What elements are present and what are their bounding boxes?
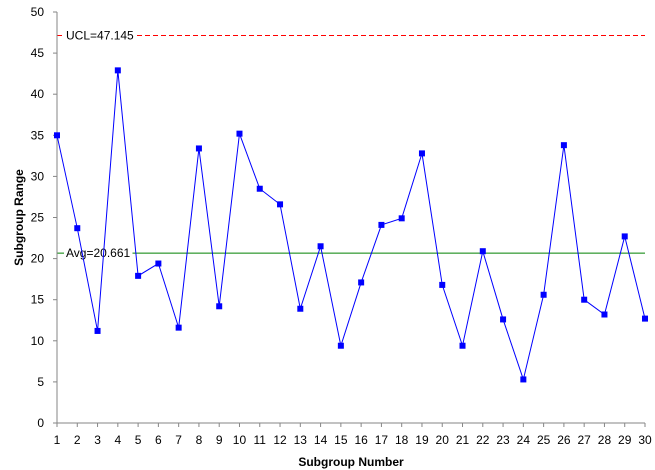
data-point xyxy=(155,260,162,267)
x-tick-label: 1 xyxy=(54,433,61,447)
x-tick-label: 6 xyxy=(155,433,162,447)
data-point xyxy=(560,142,567,149)
y-tick-label: 15 xyxy=(31,293,45,307)
x-tick-label: 16 xyxy=(354,433,368,447)
data-point xyxy=(94,327,101,334)
y-axis-ticks: 0 5 10 15 20 25 30 35 40 45 50 xyxy=(31,5,57,430)
data-point xyxy=(378,221,385,228)
x-tick-label: 9 xyxy=(216,433,223,447)
x-tick-label: 8 xyxy=(196,433,203,447)
y-tick-label: 5 xyxy=(37,375,44,389)
reference-lines: UCL=47.145 Avg=20.661 xyxy=(57,28,645,261)
y-tick-label: 25 xyxy=(31,211,45,225)
series-line xyxy=(56,70,646,382)
data-point xyxy=(195,145,202,152)
data-point xyxy=(418,150,425,157)
y-tick-label: 45 xyxy=(31,46,45,60)
y-tick-label: 30 xyxy=(31,169,45,183)
data-point xyxy=(601,311,608,318)
y-tick-label: 50 xyxy=(31,5,45,19)
x-tick-label: 19 xyxy=(415,433,429,447)
x-tick-label: 28 xyxy=(598,433,612,447)
data-point xyxy=(297,305,304,312)
y-axis-title: Subgroup Range xyxy=(12,169,26,266)
data-point xyxy=(277,201,284,208)
data-point xyxy=(621,233,628,240)
data-point xyxy=(256,185,263,192)
x-tick-label: 12 xyxy=(273,433,287,447)
x-tick-label: 21 xyxy=(456,433,470,447)
axes xyxy=(56,12,645,424)
data-point xyxy=(459,342,466,349)
x-tick-label: 25 xyxy=(537,433,551,447)
y-tick-label: 20 xyxy=(31,252,45,266)
x-tick-label: 17 xyxy=(375,433,389,447)
y-tick-label: 0 xyxy=(37,416,44,430)
x-tick-label: 13 xyxy=(294,433,308,447)
x-tick-label: 5 xyxy=(135,433,142,447)
x-tick-label: 20 xyxy=(436,433,450,447)
x-tick-label: 15 xyxy=(334,433,348,447)
x-tick-label: 10 xyxy=(233,433,247,447)
data-point xyxy=(236,130,243,137)
x-tick-label: 26 xyxy=(557,433,571,447)
data-point xyxy=(581,296,588,303)
data-point xyxy=(317,243,324,250)
data-point xyxy=(114,67,121,74)
series-group xyxy=(54,67,648,383)
data-point xyxy=(520,376,527,383)
data-point xyxy=(74,225,81,232)
data-point xyxy=(337,342,344,349)
data-point xyxy=(439,281,446,288)
x-tick-label: 14 xyxy=(314,433,328,447)
x-tick-label: 22 xyxy=(476,433,490,447)
data-point xyxy=(500,316,507,323)
x-tick-label: 3 xyxy=(94,433,101,447)
data-point xyxy=(479,248,486,255)
y-tick-label: 40 xyxy=(31,87,45,101)
y-tick-label: 10 xyxy=(31,334,45,348)
reference-line-label: Avg=20.661 xyxy=(66,246,130,260)
x-tick-label: 11 xyxy=(254,433,267,447)
x-tick-label: 29 xyxy=(618,433,632,447)
data-point xyxy=(358,279,365,286)
data-point xyxy=(398,215,405,222)
x-tick-label: 4 xyxy=(114,433,121,447)
data-point xyxy=(216,303,223,310)
reference-line-label: UCL=47.145 xyxy=(66,28,134,42)
data-point xyxy=(135,272,142,279)
data-point xyxy=(642,315,648,322)
reference-label-background xyxy=(64,28,137,43)
x-axis-ticks: 1 2 3 4 5 6 7 8 9 10 11 12 13 14 15 16 17 18 19 20 21 22 23 24 2… xyxy=(54,423,652,447)
data-point xyxy=(175,324,182,331)
x-tick-label: 23 xyxy=(496,433,510,447)
x-tick-label: 27 xyxy=(577,433,591,447)
x-axis-title: Subgroup Number xyxy=(298,455,404,469)
y-tick-label: 35 xyxy=(31,128,45,142)
data-point xyxy=(540,291,547,298)
x-tick-label: 18 xyxy=(395,433,409,447)
x-tick-label: 7 xyxy=(175,433,182,447)
data-point xyxy=(54,132,60,139)
x-tick-label: 2 xyxy=(74,433,81,447)
x-tick-label: 24 xyxy=(517,433,531,447)
x-tick-label: 30 xyxy=(638,433,652,447)
